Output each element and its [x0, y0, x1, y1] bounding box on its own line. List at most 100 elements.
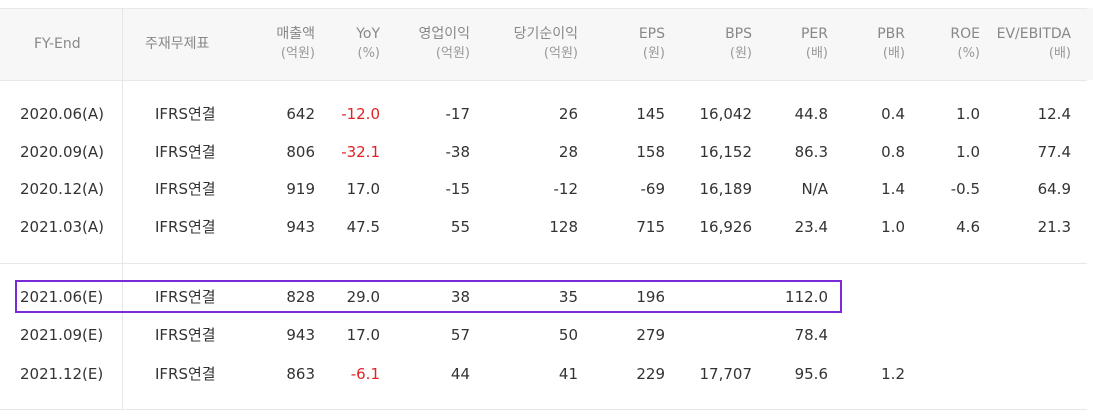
col-header-sales: 매출액 (억원): [230, 8, 315, 80]
cell-net-income: 128: [549, 218, 578, 236]
cell-fy-end: 2020.09(A): [20, 143, 104, 161]
cell-eps: 715: [636, 218, 665, 236]
cell-pbr: 0.4: [881, 105, 905, 123]
table-row: 2020.12(A) IFRS연결 919 17.0 -15 -12 -69 16,189 N/…: [0, 174, 1093, 204]
col-header-unit: (배): [805, 46, 828, 61]
col-header-label: 주재무제표: [145, 36, 210, 52]
cell-net-income: 26: [558, 105, 578, 123]
col-header-eps: EPS (원): [600, 8, 665, 80]
col-header-unit: (억원): [435, 46, 470, 61]
col-header-unit: (%): [357, 46, 381, 61]
col-header-label: 당기순이익: [513, 26, 578, 42]
cell-statement: IFRS연결: [155, 218, 216, 236]
table-bottom-border: [0, 409, 1087, 410]
cell-bps: 17,707: [699, 365, 753, 383]
cell-sales: 828: [286, 288, 315, 306]
col-header-net-income: 당기순이익 (억원): [470, 8, 578, 80]
cell-bps: 16,926: [699, 218, 753, 236]
cell-eps: 158: [636, 143, 665, 161]
cell-operating-profit: 55: [450, 218, 470, 236]
cell-roe: 1.0: [956, 143, 980, 161]
col-header-roe: ROE (%): [925, 8, 980, 80]
col-header-unit: (억원): [280, 46, 315, 61]
cell-net-income: 50: [558, 326, 578, 344]
cell-statement: IFRS연결: [155, 105, 216, 123]
table-row: 2020.06(A) IFRS연결 642 -12.0 -17 26 145 16,042 44…: [0, 99, 1093, 129]
cell-operating-profit: -38: [445, 143, 471, 161]
cell-eps: 196: [636, 288, 665, 306]
cell-ev-ebitda: [985, 320, 1071, 350]
cell-statement: IFRS연결: [155, 288, 216, 306]
cell-yoy: 17.0: [346, 326, 380, 344]
header-bottom-border: [0, 80, 1087, 81]
cell-sales: 863: [286, 365, 315, 383]
cell-operating-profit: -15: [445, 180, 471, 198]
cell-statement: IFRS연결: [155, 326, 216, 344]
cell-bps: 16,189: [699, 180, 753, 198]
column-divider: [122, 8, 123, 410]
cell-statement: IFRS연결: [155, 180, 216, 198]
cell-pbr: 0.8: [881, 143, 905, 161]
cell-roe: [925, 282, 980, 312]
cell-pbr: [850, 320, 905, 350]
cell-yoy: -32.1: [341, 143, 380, 161]
col-header-label: EV/EBITDA: [996, 26, 1071, 42]
cell-per: 112.0: [785, 288, 828, 306]
section-divider: [0, 263, 1087, 264]
col-header-label: ROE: [950, 26, 980, 42]
col-header-label: PER: [800, 26, 828, 42]
cell-operating-profit: 44: [450, 365, 470, 383]
cell-operating-profit: 38: [450, 288, 470, 306]
cell-sales: 642: [286, 105, 315, 123]
col-header-label: FY-End: [34, 36, 81, 52]
cell-eps: -69: [640, 180, 666, 198]
header-top-border: [0, 8, 1087, 9]
cell-net-income: -12: [553, 180, 579, 198]
col-header-label: YoY: [356, 26, 380, 42]
cell-eps: 145: [636, 105, 665, 123]
cell-bps: 16,042: [699, 105, 753, 123]
cell-pbr: 1.0: [881, 218, 905, 236]
cell-fy-end: 2021.03(A): [20, 218, 104, 236]
table-row: 2021.09(E) IFRS연결 943 17.0 57 50 279 78.4: [0, 320, 1093, 350]
col-header-ev-ebitda: EV/EBITDA (배): [985, 8, 1071, 80]
cell-roe: [925, 320, 980, 350]
cell-ev-ebitda: [985, 282, 1071, 312]
col-header-label: 영업이익: [418, 26, 470, 42]
cell-bps: 16,152: [699, 143, 753, 161]
col-header-unit: (원): [729, 46, 752, 61]
cell-pbr: 1.2: [881, 365, 905, 383]
cell-sales: 806: [286, 143, 315, 161]
col-header-pbr: PBR (배): [850, 8, 905, 80]
cell-fy-end: 2020.06(A): [20, 105, 104, 123]
col-header-unit: (배): [882, 46, 905, 61]
cell-ev-ebitda: 64.9: [1037, 180, 1071, 198]
cell-pbr: 1.4: [881, 180, 905, 198]
table-row: 2020.09(A) IFRS연결 806 -32.1 -38 28 158 16,152 86…: [0, 137, 1093, 167]
cell-sales: 919: [286, 180, 315, 198]
cell-fy-end: 2021.09(E): [20, 326, 104, 344]
cell-ev-ebitda: [985, 359, 1071, 389]
cell-operating-profit: 57: [450, 326, 470, 344]
col-header-label: PBR: [877, 26, 905, 42]
table-row: 2021.06(E) IFRS연결 828 29.0 38 35 196 112.0: [0, 282, 1093, 312]
cell-sales: 943: [286, 326, 315, 344]
cell-ev-ebitda: 12.4: [1037, 105, 1071, 123]
cell-per: 95.6: [794, 365, 828, 383]
cell-ev-ebitda: 77.4: [1037, 143, 1071, 161]
cell-fy-end: 2021.12(E): [20, 365, 104, 383]
cell-net-income: 28: [558, 143, 578, 161]
table-header-background: [0, 8, 1093, 80]
col-header-fy-end: FY-End: [34, 8, 114, 80]
col-header-operating-profit: 영업이익 (억원): [380, 8, 470, 80]
col-header-per: PER (배): [770, 8, 828, 80]
col-header-unit: (억원): [543, 46, 578, 61]
cell-roe: 1.0: [956, 105, 980, 123]
col-header-label: 매출액: [276, 26, 315, 42]
cell-eps: 279: [636, 326, 665, 344]
col-header-unit: (%): [957, 46, 981, 61]
cell-roe: [925, 359, 980, 389]
col-header-unit: (원): [642, 46, 665, 61]
cell-eps: 229: [636, 365, 665, 383]
cell-statement: IFRS연결: [155, 365, 216, 383]
